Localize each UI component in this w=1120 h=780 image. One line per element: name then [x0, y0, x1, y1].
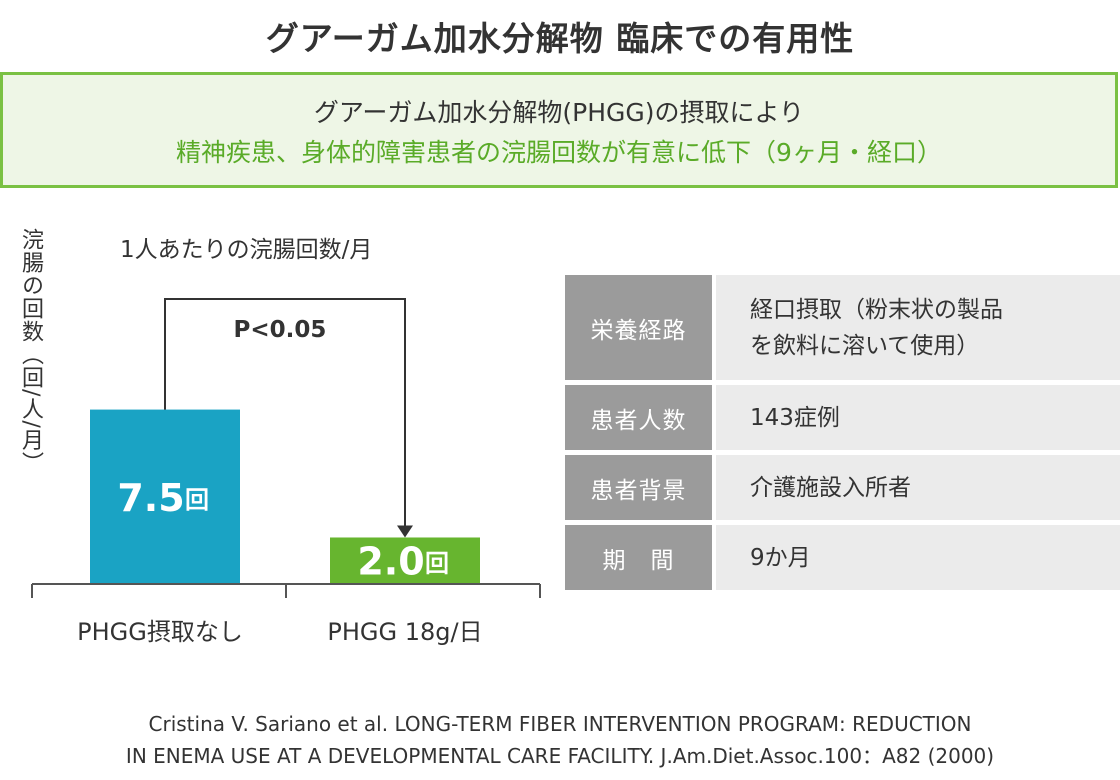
page-title: グアーガム加水分解物 臨床での有用性: [265, 19, 855, 58]
citation: Cristina V. Sariano et al. LONG-TERM FIB…: [0, 708, 1120, 772]
bar-2: [330, 537, 480, 584]
table-value-period: 9か月: [716, 525, 1120, 590]
x-tick-label-1: PHGG摂取なし: [77, 618, 243, 646]
table-value-patients: 143症例: [716, 385, 1120, 450]
bar-1: [90, 409, 240, 584]
chart-title: 1人あたりの浣腸回数/月: [120, 237, 372, 263]
bar-value-label-1: 7.5: [117, 476, 184, 520]
table-label-background: 患者背景: [565, 455, 712, 520]
summary-line-1: グアーガム加水分解物(PHGG)の摂取により: [313, 98, 805, 127]
significance-label: P<0.05: [234, 317, 327, 343]
table-row-period: 期 間 9か月: [565, 525, 1120, 590]
citation-line-2: IN ENEMA USE AT A DEVELOPMENTAL CARE FAC…: [125, 744, 995, 768]
study-info-table: 栄養経路 経口摂取（粉末状の製品 を飲料に溶いて使用） 患者人数 143症例 患…: [565, 275, 1120, 595]
citation-line-1: Cristina V. Sariano et al. LONG-TERM FIB…: [148, 712, 972, 736]
table-value-route: 経口摂取（粉末状の製品 を飲料に溶いて使用）: [716, 275, 1120, 380]
table-label-period: 期 間: [565, 525, 712, 590]
table-value-background: 介護施設入所者: [716, 455, 1120, 520]
table-row-patients: 患者人数 143症例: [565, 385, 1120, 450]
summary-box: グアーガム加水分解物(PHGG)の摂取により 精神疾患、身体的障害患者の浣腸回数…: [0, 72, 1118, 188]
x-tick-label-2: PHGG 18g/日: [327, 618, 482, 646]
bar-value-label-2: 2.0: [357, 540, 424, 584]
y-axis-label: 浣腸の回数（回/人/月）: [18, 228, 43, 475]
table-row-background: 患者背景 介護施設入所者: [565, 455, 1120, 520]
significance-bracket: [164, 298, 406, 530]
bar-value-unit-1: 回: [185, 486, 209, 514]
significance-arrow-head: [397, 525, 413, 538]
bar-value-unit-2: 回: [425, 550, 449, 578]
table-label-route: 栄養経路: [565, 275, 712, 380]
table-label-patients: 患者人数: [565, 385, 712, 450]
summary-line-2: 精神疾患、身体的障害患者の浣腸回数が有意に低下（9ヶ月・経口）: [176, 138, 942, 167]
table-row-route: 栄養経路 経口摂取（粉末状の製品 を飲料に溶いて使用）: [565, 275, 1120, 380]
